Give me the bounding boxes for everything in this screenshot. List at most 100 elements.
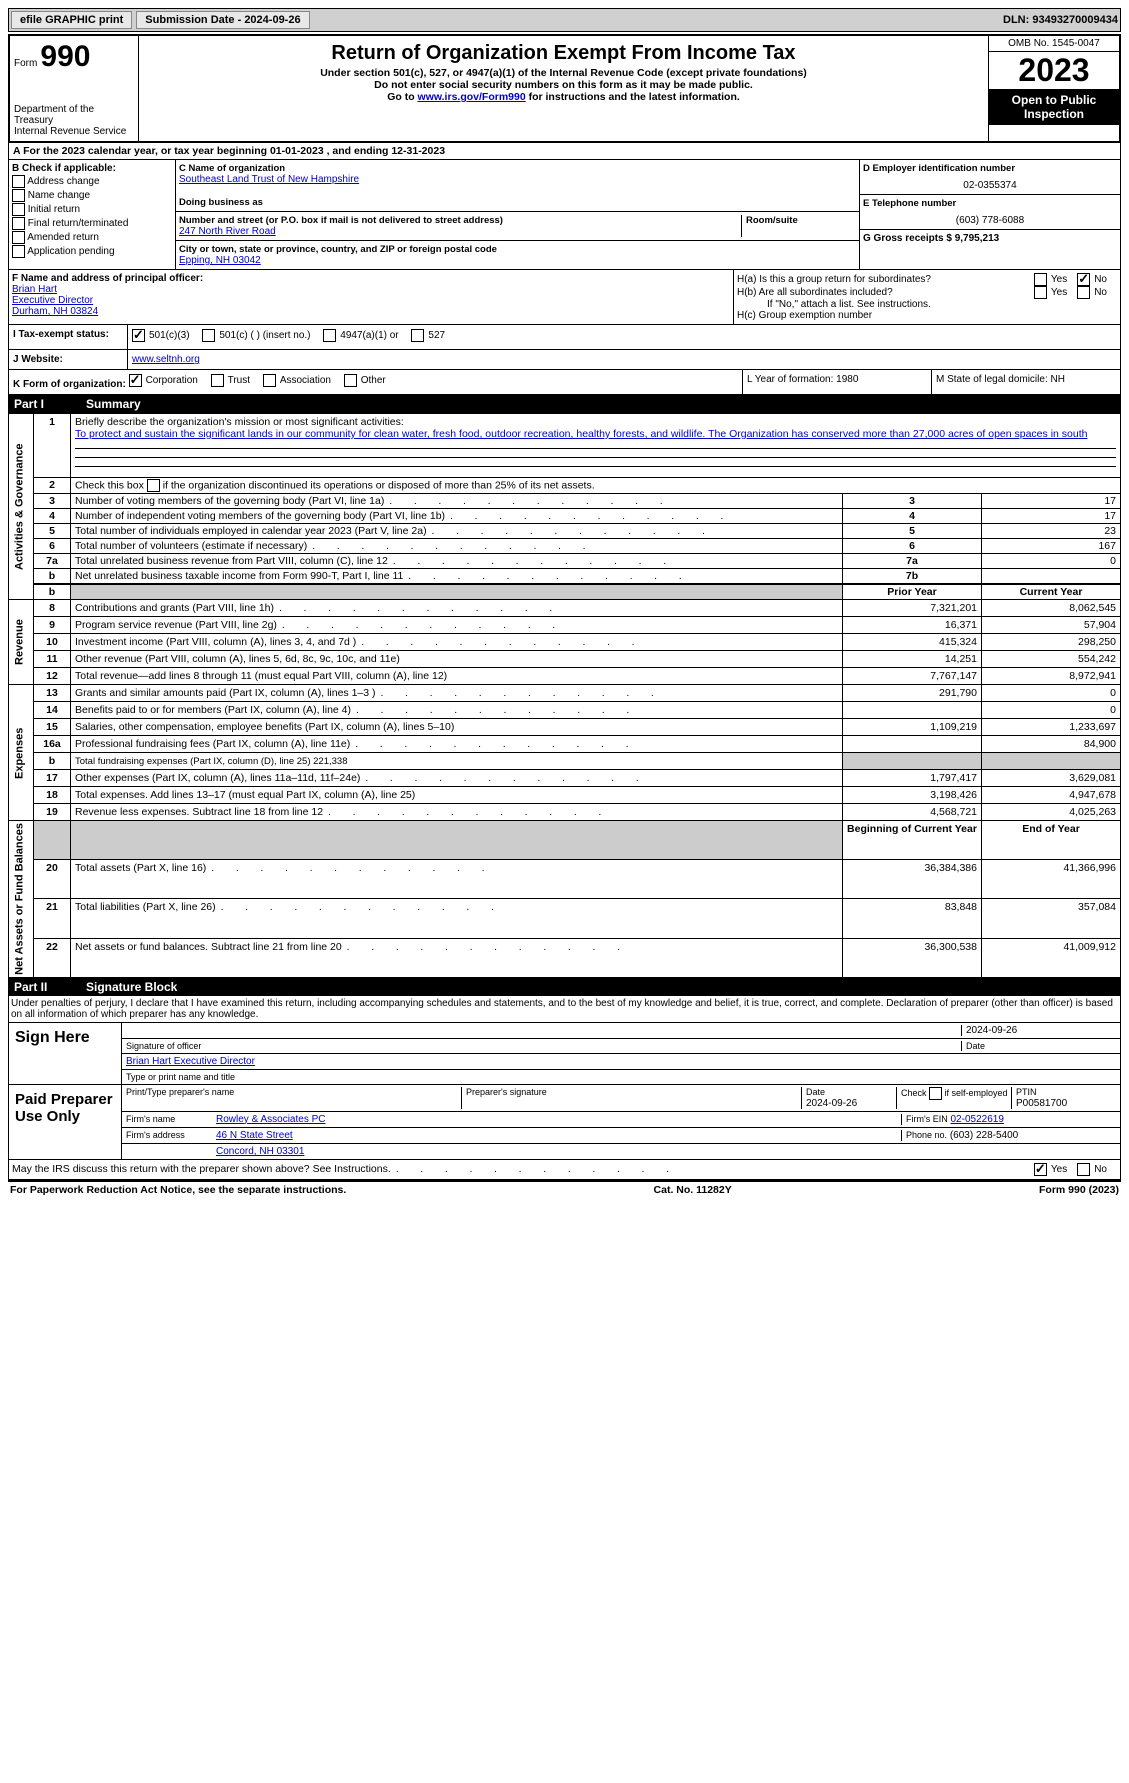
row-num: 8 [34,600,71,617]
row-text: Grants and similar amounts paid (Part IX… [75,687,656,699]
prior-year-header: Prior Year [843,584,982,600]
i-label: I Tax-exempt status: [9,325,128,349]
org-name-label: C Name of organization [179,163,856,174]
phone-label: E Telephone number [863,198,1117,209]
discuss-yes-checkbox[interactable] [1034,1163,1047,1176]
row-num: 6 [34,539,71,554]
hb-note: If "No," attach a list. See instructions… [737,299,1117,310]
row-num: 12 [34,668,71,685]
entity-info-block: B Check if applicable: Address change Na… [8,160,1121,270]
discuss-no-checkbox[interactable] [1077,1163,1090,1176]
current-year-header: Current Year [982,584,1121,600]
pra-notice: For Paperwork Reduction Act Notice, see … [10,1184,346,1196]
website-value: www.seltnh.org [128,350,1120,369]
perjury-statement: Under penalties of perjury, I declare th… [8,996,1121,1023]
discuss-text: May the IRS discuss this return with the… [12,1163,671,1175]
row-num: 4 [34,509,71,524]
q1-label: Briefly describe the organization's miss… [75,416,404,428]
row-num: b [34,753,71,770]
curr-val: 4,025,263 [982,804,1121,821]
prior-val: 36,384,386 [843,860,982,899]
4947-label: 4947(a)(1) or [340,330,398,341]
ein-label: D Employer identification number [863,163,1117,174]
row-text: Total number of volunteers (estimate if … [75,540,588,552]
goto-pre: Go to [387,91,417,103]
row-num: 16a [34,736,71,753]
tax-year: 2023 [989,52,1119,89]
row-num: 15 [34,719,71,736]
row-text: Other revenue (Part VIII, column (A), li… [75,653,400,665]
omb-number: OMB No. 1545-0047 [989,36,1119,52]
officer-address: Durham, NH 03824 [12,306,730,317]
row-num: b [34,569,71,585]
curr-val: 4,947,678 [982,787,1121,804]
firm-addr-label: Firm's address [126,1130,216,1141]
summary-table: Activities & Governance 1 Briefly descri… [8,413,1121,978]
firm-phone: (603) 228-5400 [950,1130,1018,1141]
curr-val: 3,629,081 [982,770,1121,787]
curr-val: 41,366,996 [982,860,1121,899]
row-num: 13 [34,685,71,702]
hb-yes-checkbox[interactable] [1034,286,1047,299]
row-val: 17 [982,494,1121,509]
submission-date-button[interactable]: Submission Date - 2024-09-26 [136,11,309,29]
final-return-checkbox[interactable] [12,217,25,230]
row-text: Professional fundraising fees (Part IX, … [75,738,631,750]
form-title: Return of Organization Exempt From Incom… [143,42,984,65]
corporation-checkbox[interactable] [129,374,142,387]
discuss-row: May the IRS discuss this return with the… [8,1160,1121,1180]
other-checkbox[interactable] [344,374,357,387]
firm-name-label: Firm's name [126,1114,216,1125]
row-box: 7a [843,554,982,569]
application-pending-checkbox[interactable] [12,245,25,258]
corporation-label: Corporation [146,375,198,386]
row-b: b [34,584,71,600]
discontinued-checkbox[interactable] [147,479,160,492]
4947-checkbox[interactable] [323,329,336,342]
ha-yes-checkbox[interactable] [1034,273,1047,286]
curr-val: 298,250 [982,634,1121,651]
firm-ein: 02-0522619 [951,1114,1004,1125]
vert-activities: Activities & Governance [9,414,34,600]
prior-val: 83,848 [843,899,982,938]
row-num: 19 [34,804,71,821]
ha-no-checkbox[interactable] [1077,273,1090,286]
curr-val: 41,009,912 [982,938,1121,977]
tax-status-row: I Tax-exempt status: 501(c)(3) 501(c) ( … [8,325,1121,350]
goto-post: for instructions and the latest informat… [526,91,740,103]
form-number: 990 [40,40,90,73]
efile-print-button[interactable]: efile GRAPHIC print [11,11,132,29]
row-text: Revenue less expenses. Subtract line 18 … [75,806,603,818]
amended-return-label: Amended return [27,232,99,243]
page-footer: For Paperwork Reduction Act Notice, see … [8,1180,1121,1198]
vert-netassets: Net Assets or Fund Balances [9,821,34,978]
initial-return-checkbox[interactable] [12,203,25,216]
prior-val: 1,109,219 [843,719,982,736]
527-checkbox[interactable] [411,329,424,342]
cat-number: Cat. No. 11282Y [654,1184,732,1196]
row-val: 167 [982,539,1121,554]
association-checkbox[interactable] [263,374,276,387]
hb-no-checkbox[interactable] [1077,286,1090,299]
irs-link[interactable]: www.irs.gov/Form990 [418,91,526,103]
shaded-cell [34,821,71,860]
j-label: J Website: [9,350,128,369]
ptin-label: PTIN [1016,1087,1037,1097]
address-change-checkbox[interactable] [12,175,25,188]
501c3-checkbox[interactable] [132,329,145,342]
amended-return-checkbox[interactable] [12,231,25,244]
firm-name: Rowley & Associates PC [216,1114,901,1125]
row-val: 17 [982,509,1121,524]
trust-checkbox[interactable] [211,374,224,387]
yes-label: Yes [1051,287,1067,298]
name-change-checkbox[interactable] [12,189,25,202]
part-1-title: Summary [86,397,141,411]
501c-checkbox[interactable] [202,329,215,342]
prior-val: 291,790 [843,685,982,702]
vert-expenses: Expenses [9,685,34,821]
vert-revenue: Revenue [9,600,34,685]
row-val: 23 [982,524,1121,539]
no-label: No [1094,1164,1107,1175]
part-2-header: Part II Signature Block [8,978,1121,996]
self-employed-checkbox[interactable] [929,1087,942,1100]
